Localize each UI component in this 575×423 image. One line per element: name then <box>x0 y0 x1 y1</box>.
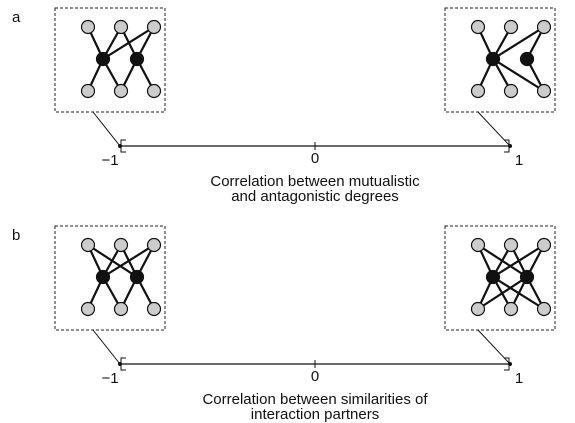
connector <box>477 329 511 365</box>
grey-node <box>80 83 96 99</box>
axis-tick-label: 0 <box>311 150 319 167</box>
axis-tick-label: 1 <box>515 370 523 387</box>
grey-node <box>470 83 486 99</box>
axis-caption: interaction partners <box>251 406 379 423</box>
axis-caption: and antagonistic degrees <box>231 188 399 205</box>
panel-label: a <box>12 9 21 26</box>
black-node <box>129 51 145 67</box>
grey-node <box>113 301 129 317</box>
grey-node <box>146 19 162 35</box>
grey-node <box>503 83 519 99</box>
grey-node <box>503 301 519 317</box>
grey-node <box>536 237 552 253</box>
axis-end-dot <box>508 362 512 366</box>
axis-caption: Correlation between similarities of <box>202 391 428 408</box>
panel-label: b <box>12 227 20 244</box>
grey-node <box>146 301 162 317</box>
axis-tick-label: 1 <box>515 152 523 169</box>
network-box <box>444 225 556 331</box>
grey-node <box>470 237 486 253</box>
grey-node <box>536 83 552 99</box>
black-node <box>485 51 501 67</box>
grey-node <box>146 237 162 253</box>
network-edge <box>492 26 545 60</box>
grey-node <box>113 83 129 99</box>
black-node <box>95 51 111 67</box>
axis-end-dot <box>118 144 122 148</box>
grey-node <box>146 83 162 99</box>
black-node <box>485 269 501 285</box>
grey-node <box>470 19 486 35</box>
network-box <box>444 7 556 113</box>
axis-caption: Correlation between mutualistic <box>210 173 420 190</box>
connector <box>92 329 121 365</box>
grey-node <box>113 19 129 35</box>
network-edge <box>477 244 528 278</box>
grey-node <box>80 301 96 317</box>
network-edge <box>492 58 545 92</box>
black-node <box>519 51 535 67</box>
black-node <box>95 269 111 285</box>
axis-tick-label: 0 <box>311 368 319 385</box>
connector <box>92 111 121 147</box>
grey-node <box>80 19 96 35</box>
network-edge <box>102 244 155 278</box>
grey-node <box>536 19 552 35</box>
black-node <box>519 269 535 285</box>
axis-end-dot <box>118 362 122 366</box>
network-edge <box>87 244 138 278</box>
network-box <box>54 225 166 331</box>
grey-node <box>470 301 486 317</box>
axis-tick-label: −1 <box>101 370 118 387</box>
grey-node <box>113 237 129 253</box>
network-edge <box>477 276 528 310</box>
connector <box>477 111 511 147</box>
axis-end-dot <box>508 144 512 148</box>
grey-node <box>503 19 519 35</box>
network-box <box>54 7 166 113</box>
grey-node <box>503 237 519 253</box>
axis-tick-label: −1 <box>101 152 118 169</box>
black-node <box>129 269 145 285</box>
grey-node <box>80 237 96 253</box>
grey-node <box>536 301 552 317</box>
